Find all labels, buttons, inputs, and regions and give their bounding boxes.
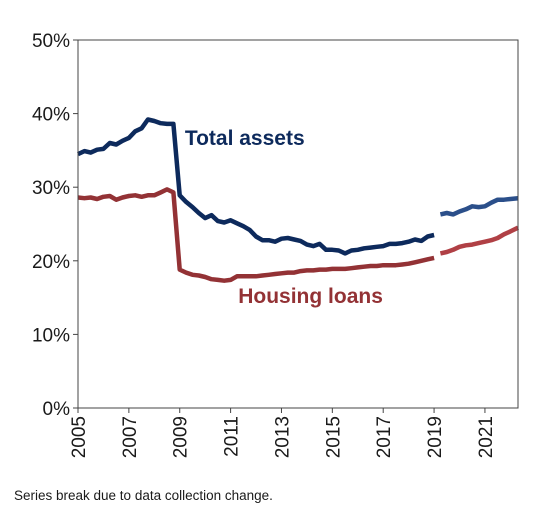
x-tick-label: 2019: [425, 416, 446, 458]
plot-frame: [77, 39, 519, 409]
x-tick-label: 2015: [323, 416, 344, 458]
y-tick-label: 40%: [32, 105, 70, 126]
series-label-housing-loans: Housing loans: [238, 285, 383, 308]
series-line-housing-loans-segment-1: [77, 187, 435, 283]
y-tick-label: 50%: [32, 31, 70, 52]
series-line-total-assets-segment-1: [77, 117, 435, 256]
x-tick-label: 2011: [222, 416, 243, 457]
x-axis-ticks: 2005 2007 2009 2011 2013 2015 2017 2019 2021: [69, 408, 497, 458]
y-tick-label: 10%: [32, 325, 70, 346]
series-line-housing-loans-segment-2: [439, 225, 519, 256]
y-tick-label: 0%: [43, 399, 71, 420]
x-tick-label: 2007: [120, 416, 141, 458]
y-tick-label: 20%: [32, 252, 70, 273]
x-tick-label: 2021: [476, 416, 497, 458]
series-lines: [77, 117, 519, 283]
y-tick-label: 30%: [32, 178, 70, 199]
x-tick-label: 2009: [171, 416, 192, 458]
y-axis-ticks: 0% 10% 20% 30% 40% 50%: [32, 31, 78, 420]
x-tick-label: 2013: [272, 416, 293, 458]
x-tick-label: 2017: [374, 416, 395, 458]
footnote: Series break due to data collection chan…: [14, 488, 273, 503]
x-tick-label: 2005: [69, 416, 90, 458]
series-label-total-assets: Total assets: [185, 127, 305, 150]
series-line-total-assets-segment-2: [439, 195, 519, 217]
